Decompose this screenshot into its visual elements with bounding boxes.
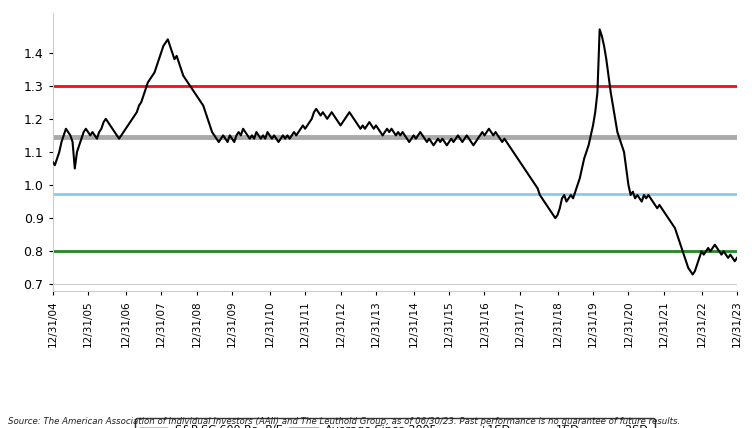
Legend: S&P SC 600 Re. P/E, Average Since 2005, +1SD, -1SD, -2SD: S&P SC 600 Re. P/E, Average Since 2005, … — [135, 418, 655, 428]
Text: Source: The American Association of Individual Investors (AAII) and The Leuthold: Source: The American Association of Indi… — [8, 417, 680, 426]
